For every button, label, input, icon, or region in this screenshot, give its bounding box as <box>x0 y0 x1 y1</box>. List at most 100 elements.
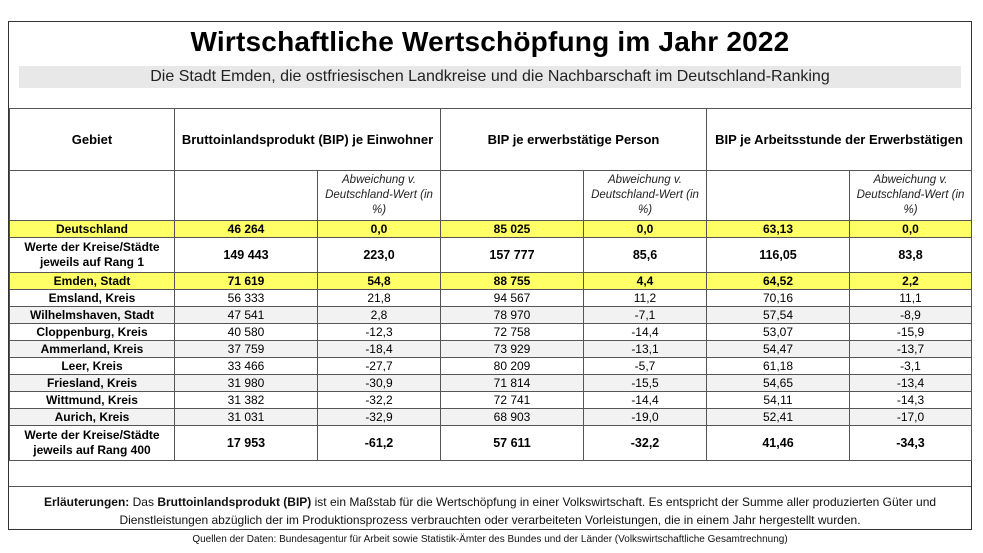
table-frame: Wirtschaftliche Wertschöpfung im Jahr 20… <box>8 21 973 545</box>
cell-value: 54,11 <box>706 391 850 409</box>
cell-value: 71 619 <box>174 272 318 290</box>
cell-value: -19,0 <box>583 408 707 426</box>
cell-value: 0,0 <box>583 220 707 238</box>
cell-value: -13,1 <box>583 340 707 358</box>
table-row: Wittmund, Kreis 31 382 -32,2 72 741 -14,4 54,… <box>9 391 973 409</box>
page-title: Wirtschaftliche Wertschöpfung im Jahr 20… <box>190 26 790 57</box>
cell-value: 54,47 <box>706 340 850 358</box>
header-gebiet: Gebiet <box>9 108 175 171</box>
cell-value: 2,8 <box>317 306 441 324</box>
cell-value: 0,0 <box>848 220 973 238</box>
header-bip-einwohner: Bruttoinlandsprodukt (BIP) je Einwohner <box>174 108 441 171</box>
cell-value: 4,4 <box>583 272 707 290</box>
cell-value: 31 980 <box>174 374 318 392</box>
page-subtitle: Die Stadt Emden, die ostfriesischen Land… <box>19 66 961 88</box>
cell-gebiet: Ammerland, Kreis <box>9 340 175 358</box>
table-body: Deutschland 46 264 0,0 85 025 0,0 63,13 0,0 Wer… <box>9 220 973 461</box>
cell-value: -13,7 <box>848 340 973 358</box>
data-table: Gebiet Bruttoinlandsprodukt (BIP) je Ein… <box>9 108 973 461</box>
cell-value: 88 755 <box>440 272 584 290</box>
cell-gebiet: Cloppenburg, Kreis <box>9 323 175 341</box>
cell-value: -34,3 <box>848 425 973 461</box>
cell-value: -14,3 <box>848 391 973 409</box>
cell-value: 40 580 <box>174 323 318 341</box>
cell-value: -61,2 <box>317 425 441 461</box>
cell-value: 68 903 <box>440 408 584 426</box>
cell-value: -7,1 <box>583 306 707 324</box>
sources-value: Bundesagentur für Arbeit sowie Statistik… <box>279 534 788 545</box>
cell-value: -32,2 <box>317 391 441 409</box>
table-row: Friesland, Kreis 31 980 -30,9 71 814 -15,5 54… <box>9 374 973 392</box>
cell-gebiet: Leer, Kreis <box>9 357 175 375</box>
cell-value: -27,7 <box>317 357 441 375</box>
header-bip-erwerbstaetige: BIP je erwerbstätige Person <box>440 108 707 171</box>
cell-value: 11,1 <box>848 289 973 307</box>
divider <box>9 486 971 487</box>
cell-value: -12,3 <box>317 323 441 341</box>
header-empty <box>9 170 175 221</box>
cell-gebiet: Werte der Kreise/Städte jeweils auf Rang… <box>9 237 175 273</box>
header-abweichung: Abweichung v. Deutschland-Wert (in %) <box>583 170 707 221</box>
cell-value: 31 031 <box>174 408 318 426</box>
table-row: Aurich, Kreis 31 031 -32,9 68 903 -19,0 52,41… <box>9 408 973 426</box>
cell-value: -15,9 <box>848 323 973 341</box>
sources-label: Quellen der Daten: <box>192 534 277 545</box>
cell-value: 56 333 <box>174 289 318 307</box>
cell-value: 149 443 <box>174 237 318 273</box>
cell-value: 71 814 <box>440 374 584 392</box>
cell-value: 78 970 <box>440 306 584 324</box>
cell-value: 54,8 <box>317 272 441 290</box>
cell-value: 31 382 <box>174 391 318 409</box>
header-abweichung: Abweichung v. Deutschland-Wert (in %) <box>848 170 973 221</box>
cell-value: 83,8 <box>848 237 973 273</box>
cell-gebiet: Emden, Stadt <box>9 272 175 290</box>
cell-value: -5,7 <box>583 357 707 375</box>
cell-gebiet: Werte der Kreise/Städte jeweils auf Rang… <box>9 425 175 461</box>
cell-value: -17,0 <box>848 408 973 426</box>
cell-value: 223,0 <box>317 237 441 273</box>
cell-value: -15,5 <box>583 374 707 392</box>
cell-value: -32,9 <box>317 408 441 426</box>
cell-gebiet: Friesland, Kreis <box>9 374 175 392</box>
header-empty <box>706 170 850 221</box>
table-row: Leer, Kreis 33 466 -27,7 80 209 -5,7 61,18 -3,… <box>9 357 973 375</box>
cell-value: 63,13 <box>706 220 850 238</box>
cell-value: 37 759 <box>174 340 318 358</box>
cell-value: 54,65 <box>706 374 850 392</box>
explanation-text: Erläuterungen: Das Bruttoinlandsprodukt … <box>15 493 965 529</box>
cell-value: 41,46 <box>706 425 850 461</box>
cell-value: 72 758 <box>440 323 584 341</box>
cell-gebiet: Aurich, Kreis <box>9 408 175 426</box>
notes-pre: Das <box>132 495 154 509</box>
table-row: Emsland, Kreis 56 333 21,8 94 567 11,2 70,16 1… <box>9 289 973 307</box>
cell-gebiet: Deutschland <box>9 220 175 238</box>
table-row: Emden, Stadt 71 619 54,8 88 755 4,4 64,52 2,2 <box>9 272 973 290</box>
notes-text: ist ein Maßstab für die Wertschöpfung in… <box>119 495 937 527</box>
cell-value: 57,54 <box>706 306 850 324</box>
cell-value: 53,07 <box>706 323 850 341</box>
cell-value: 61,18 <box>706 357 850 375</box>
header-empty <box>440 170 584 221</box>
cell-value: 94 567 <box>440 289 584 307</box>
cell-value: -8,9 <box>848 306 973 324</box>
cell-value: -3,1 <box>848 357 973 375</box>
cell-value: 80 209 <box>440 357 584 375</box>
cell-value: 21,8 <box>317 289 441 307</box>
cell-value: -14,4 <box>583 323 707 341</box>
cell-value: 72 741 <box>440 391 584 409</box>
cell-value: 157 777 <box>440 237 584 273</box>
table-row: Deutschland 46 264 0,0 85 025 0,0 63,13 0,0 <box>9 220 973 238</box>
cell-gebiet: Wittmund, Kreis <box>9 391 175 409</box>
header-bip-arbeitsstunde: BIP je Arbeitsstunde der Erwerbstätigen <box>705 108 973 171</box>
table-row: Werte der Kreise/Städte jeweils auf Rang… <box>9 237 973 273</box>
cell-gebiet: Wilhelmshaven, Stadt <box>9 306 175 324</box>
table-row: Werte der Kreise/Städte jeweils auf Rang… <box>9 425 973 461</box>
cell-value: 46 264 <box>174 220 318 238</box>
cell-value: 11,2 <box>583 289 707 307</box>
table-row: Ammerland, Kreis 37 759 -18,4 73 929 -13,1 54… <box>9 340 973 358</box>
cell-value: -30,9 <box>317 374 441 392</box>
cell-value: 70,16 <box>706 289 850 307</box>
cell-value: 73 929 <box>440 340 584 358</box>
notes-label: Erläuterungen: <box>43 495 130 509</box>
notes-term: Bruttoinlandsprodukt (BIP) <box>157 495 312 509</box>
